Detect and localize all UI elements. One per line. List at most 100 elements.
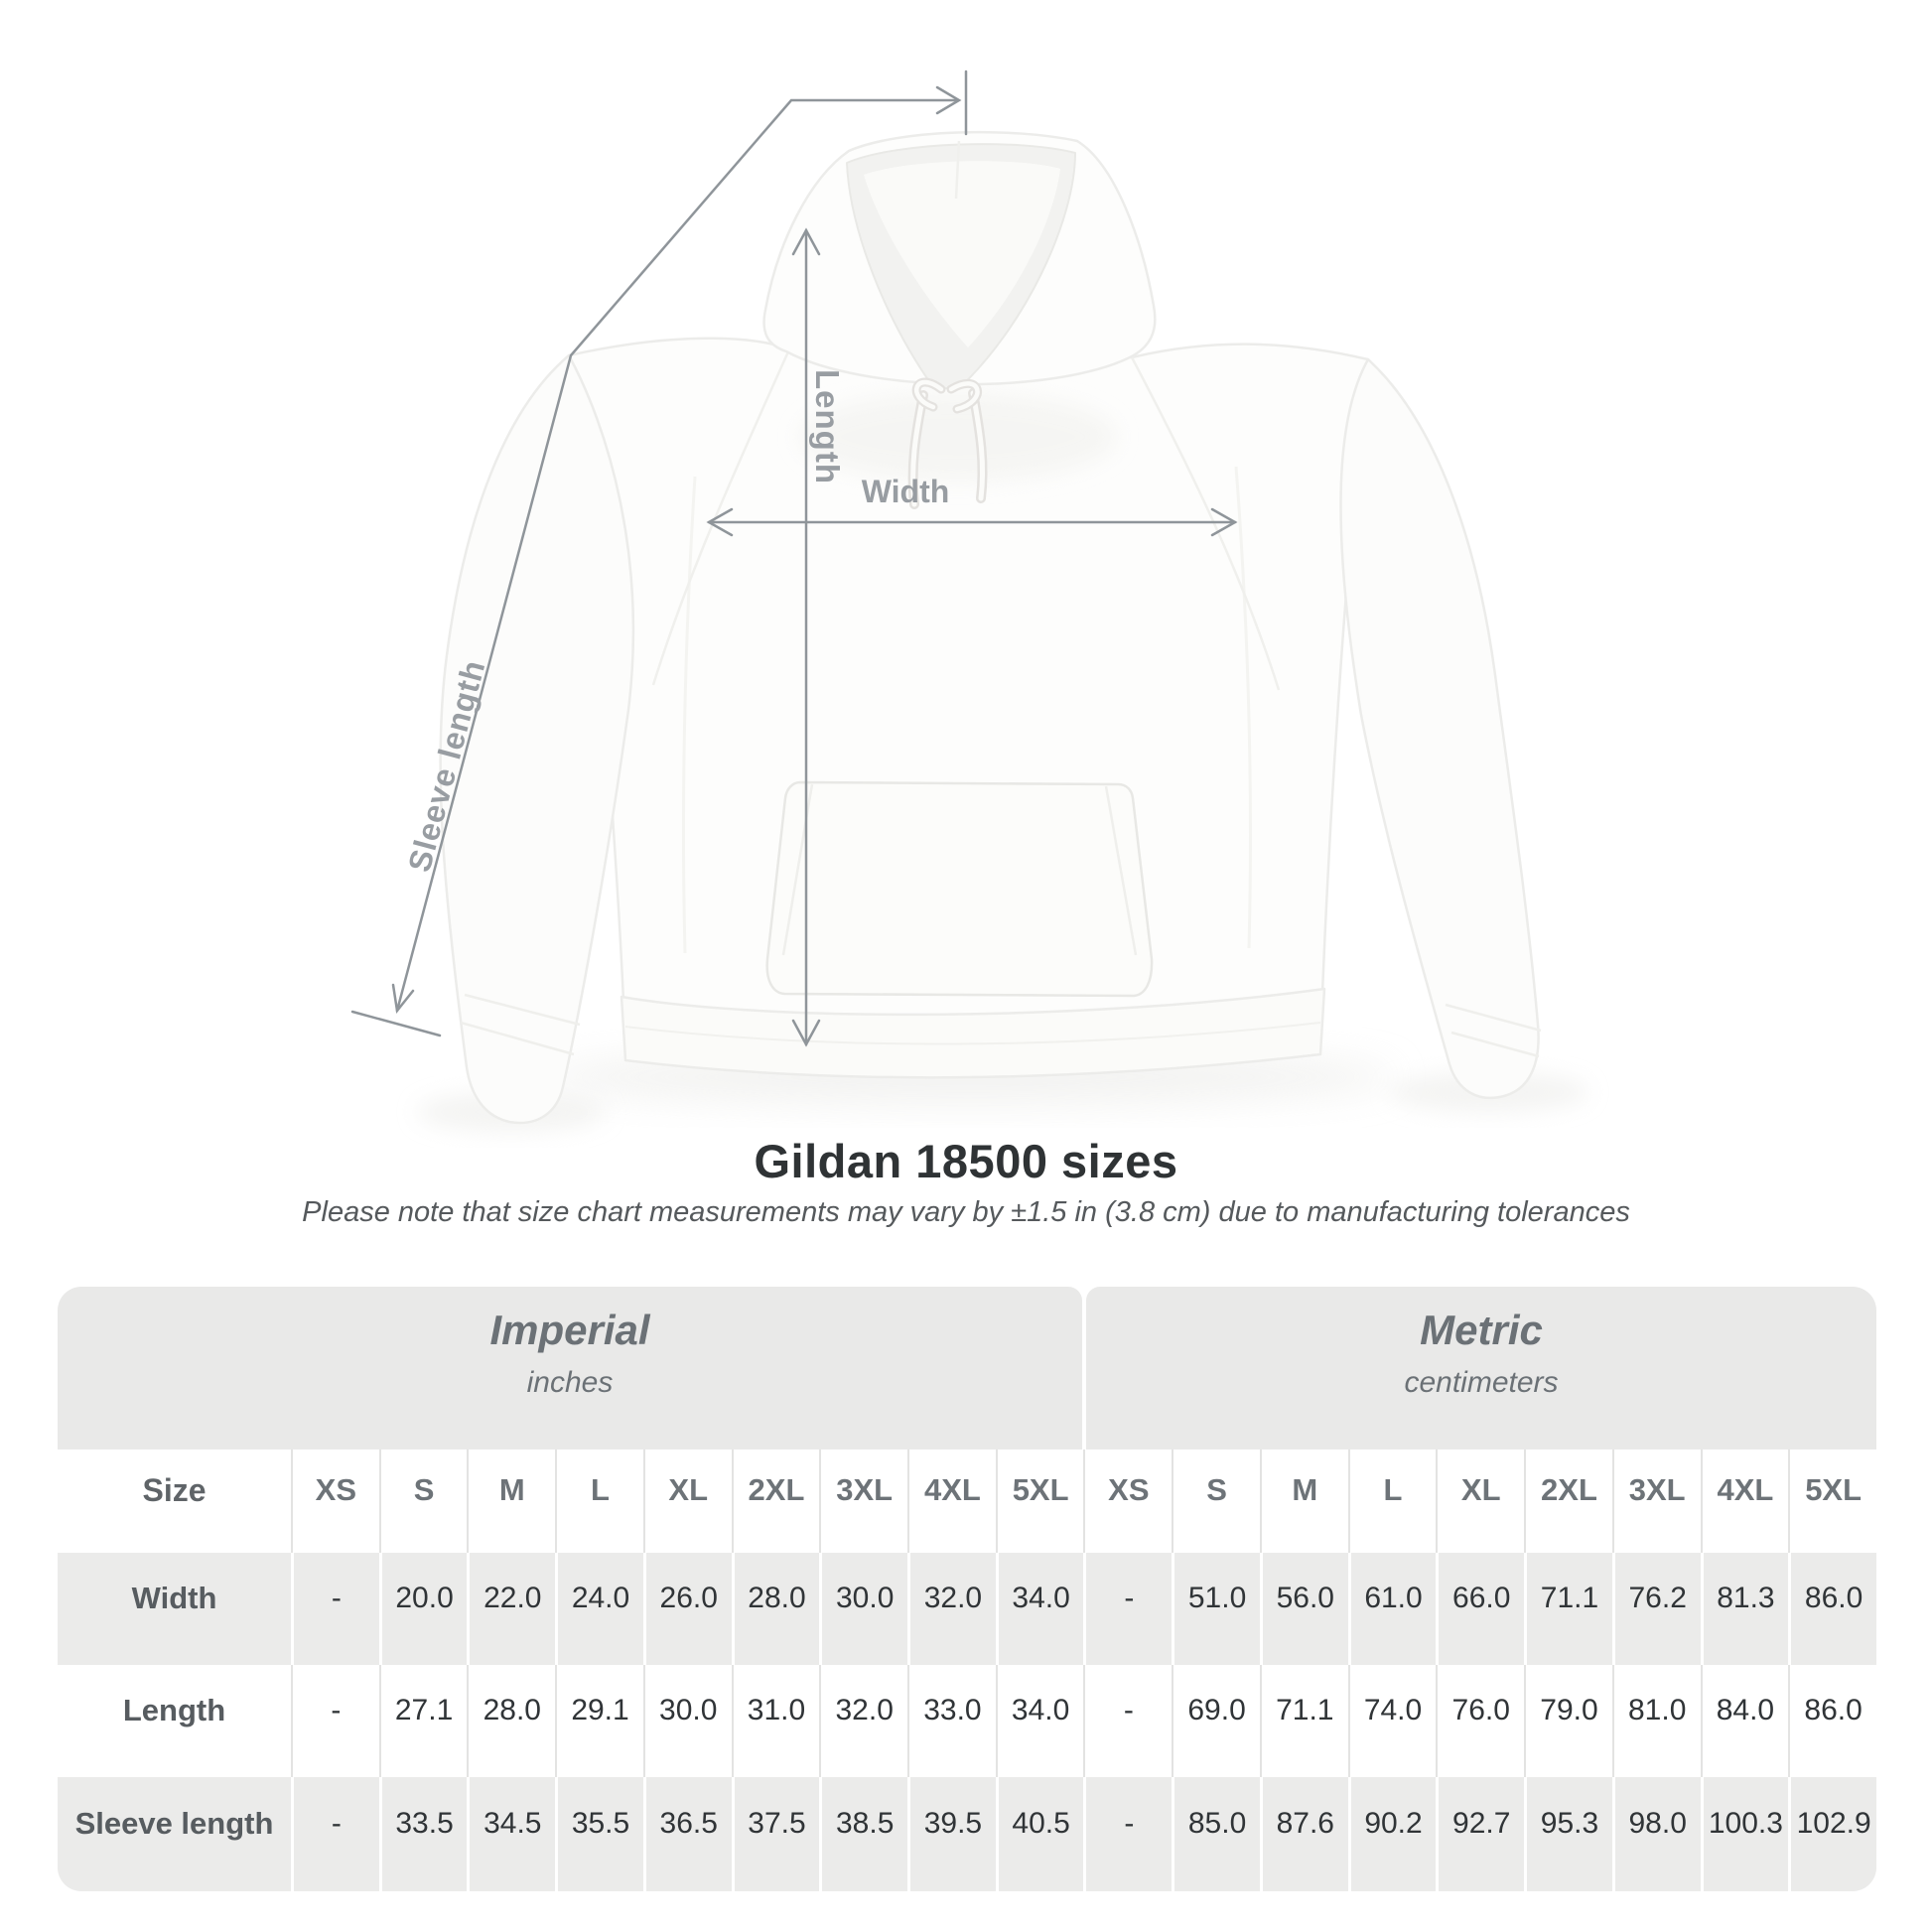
data-cell: -: [291, 1777, 379, 1891]
length-measure-label: Length: [809, 369, 846, 484]
hoodie-measurement-diagram: Length Width Sleeve length: [350, 69, 1588, 1132]
data-cell: 30.0: [819, 1553, 908, 1665]
data-cell: 36.5: [642, 1777, 732, 1891]
data-cell: 74.0: [1347, 1665, 1437, 1777]
drawstring: [907, 377, 988, 509]
size-header-cell-metric-s: S: [1172, 1449, 1260, 1553]
size-header-cell-imperial-4xl: 4XL: [907, 1449, 996, 1553]
table-row-length: Length -27.1 28.0 29.1 30.0 31.0 32.0 33.0 34.0-…: [58, 1665, 1876, 1777]
data-cell: -: [291, 1553, 379, 1665]
data-cell: 87.6: [1259, 1777, 1348, 1891]
data-cell: 102.9: [1788, 1777, 1876, 1891]
size-column-header: Size: [142, 1471, 207, 1508]
page-title: Gildan 18500 sizes: [754, 1135, 1178, 1187]
imperial-band-cell: Imperial inches: [58, 1287, 1082, 1449]
metric-band-cell: Metric centimeters: [1086, 1287, 1876, 1449]
data-cell: 24.0: [555, 1553, 643, 1665]
data-cell: 34.0: [995, 1665, 1084, 1777]
data-cell: 26.0: [642, 1553, 732, 1665]
size-header-row: Size XS S M L XL 2XL 3XL 4XL 5XL XS S M L XL 2XL 3XL 4XL 5…: [58, 1449, 1876, 1553]
size-header-cell-imperial-m: M: [467, 1449, 555, 1553]
data-cell: 34.5: [467, 1777, 556, 1891]
size-header-cell-imperial-5xl: 5XL: [995, 1449, 1084, 1553]
imperial-unit-label: inches: [526, 1366, 614, 1400]
sleeve-length-line: [395, 98, 958, 1013]
size-header-cell-metric-3xl: 3XL: [1611, 1449, 1701, 1553]
data-cell: 66.0: [1436, 1553, 1525, 1665]
data-cell: 29.1: [555, 1665, 643, 1777]
data-cell: 22.0: [467, 1553, 556, 1665]
data-cell: 85.0: [1172, 1777, 1260, 1891]
data-cell: 20.0: [378, 1553, 468, 1665]
data-cell: -: [291, 1665, 379, 1777]
size-header-cell-metric-2xl: 2XL: [1524, 1449, 1612, 1553]
data-cell: 81.0: [1611, 1665, 1701, 1777]
length-arrowhead-top: [791, 227, 821, 256]
size-chart-table: Imperial inches Metric centimeters Size X…: [58, 1287, 1876, 1891]
data-cell: 38.5: [819, 1777, 908, 1891]
data-cell: 69.0: [1172, 1665, 1260, 1777]
data-cell: 76.0: [1436, 1665, 1525, 1777]
metric-label: Metric: [1420, 1307, 1543, 1353]
unit-band: Imperial inches Metric centimeters: [58, 1287, 1876, 1449]
size-header-cell-metric-m: M: [1259, 1449, 1348, 1553]
metric-unit-label: centimeters: [1404, 1366, 1559, 1400]
data-cell: 33.0: [907, 1665, 996, 1777]
row-label: Sleeve length: [58, 1777, 291, 1891]
row-label: Width: [58, 1553, 291, 1665]
sleeve-arrowhead-right: [935, 85, 962, 115]
size-header-cell-imperial-3xl: 3XL: [819, 1449, 907, 1553]
width-measure-label: Width: [862, 474, 950, 509]
data-cell: 31.0: [731, 1665, 820, 1777]
size-header-cell-imperial-xs: XS: [291, 1449, 379, 1553]
data-cell: 98.0: [1611, 1777, 1701, 1891]
data-cell: 92.7: [1436, 1777, 1525, 1891]
data-cell: 76.2: [1611, 1553, 1701, 1665]
data-cell: 86.0: [1788, 1553, 1876, 1665]
width-arrowhead-left: [706, 507, 734, 537]
data-cell: 100.3: [1700, 1777, 1789, 1891]
cuff-tick-line: [350, 1010, 442, 1037]
table-row-sleeve-length: Sleeve length -33.5 34.5 35.5 36.5 37.5 38.5 39…: [58, 1777, 1876, 1891]
data-cell: 33.5: [378, 1777, 468, 1891]
data-cell: 71.1: [1524, 1553, 1612, 1665]
data-cell: 86.0: [1788, 1665, 1876, 1777]
row-label: Length: [58, 1665, 291, 1777]
data-cell: -: [1083, 1777, 1173, 1891]
data-cell: 30.0: [642, 1665, 732, 1777]
size-header-cell-metric-5xl: 5XL: [1788, 1449, 1876, 1553]
width-arrowhead-right: [1210, 507, 1238, 537]
data-cell: 56.0: [1259, 1553, 1348, 1665]
data-cell: 39.5: [907, 1777, 996, 1891]
data-cell: 27.1: [378, 1665, 468, 1777]
size-header-cell-metric-l: L: [1347, 1449, 1437, 1553]
data-cell: 35.5: [555, 1777, 643, 1891]
data-cell: 28.0: [467, 1665, 556, 1777]
data-cell: 28.0: [731, 1553, 820, 1665]
size-header-cell-imperial-xl: XL: [642, 1449, 732, 1553]
data-cell: 32.0: [907, 1553, 996, 1665]
data-cell: 61.0: [1347, 1553, 1437, 1665]
size-header-cell-imperial-l: L: [555, 1449, 643, 1553]
size-header-cell-imperial-2xl: 2XL: [731, 1449, 820, 1553]
table-row-width: Width -20.0 22.0 24.0 26.0 28.0 30.0 32.0 34.0-5…: [58, 1553, 1876, 1665]
size-header-cell-imperial-s: S: [378, 1449, 468, 1553]
tolerance-note: Please note that size chart measurements…: [302, 1196, 1630, 1228]
data-cell: -: [1083, 1553, 1173, 1665]
imperial-label: Imperial: [489, 1307, 650, 1353]
size-header-cell-metric-xs: XS: [1083, 1449, 1172, 1553]
data-cell: 71.1: [1259, 1665, 1348, 1777]
data-cell: 79.0: [1524, 1665, 1612, 1777]
data-cell: 34.0: [995, 1553, 1084, 1665]
hoodie-image: [439, 130, 1542, 1125]
length-arrowhead-bottom: [791, 1019, 821, 1047]
sleeve-arrowhead-bottom: [391, 983, 415, 1015]
size-header-cell-metric-4xl: 4XL: [1700, 1449, 1789, 1553]
data-cell: 84.0: [1700, 1665, 1789, 1777]
data-cell: 32.0: [819, 1665, 908, 1777]
data-cell: 95.3: [1524, 1777, 1612, 1891]
data-cell: -: [1083, 1665, 1173, 1777]
data-cell: 51.0: [1172, 1553, 1260, 1665]
data-cell: 81.3: [1700, 1553, 1789, 1665]
